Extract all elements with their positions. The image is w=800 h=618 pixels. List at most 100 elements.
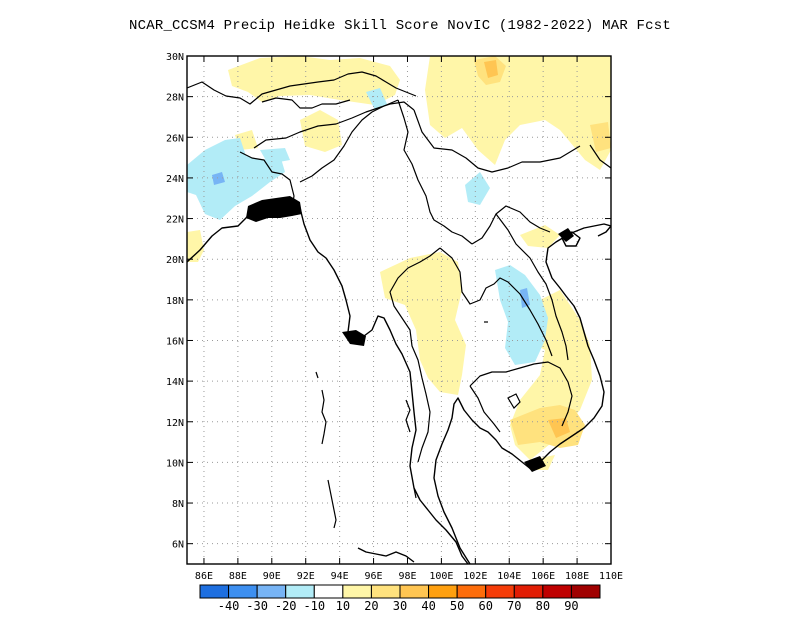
lon-tick-label: 90E [263,571,281,582]
lat-tick-label: 12N [166,418,184,429]
colorbar-label: 10 [336,599,350,613]
colorbar-label: 80 [536,599,550,613]
border-bhutan [261,97,351,109]
lon-tick-label: 96E [365,571,383,582]
colorbar-label: -20 [275,599,297,613]
lon-tick-label: 106E [531,571,555,582]
colorbar-swatch [256,584,287,599]
coastline-india-bangladesh-myanmar [187,199,469,564]
map-title: NCAR_CCSM4 Precip Heidke Skill Score Nov… [129,18,671,34]
shade-laos [495,265,548,365]
border-assam [253,101,415,149]
border-china-laos [471,205,551,245]
border-bangladesh [239,151,295,209]
lon-axis: 86E 88E 90E 92E 94E 96E 98E 100E 102E 104E 106E 108… [195,56,623,582]
coco-islands [315,371,319,379]
colorbar-swatch [428,584,458,599]
borders [187,71,611,463]
colorbar-label: -30 [246,599,268,613]
sundarbans [246,196,302,222]
border-east-edge [589,144,611,169]
border-myanmar-thailand [389,247,441,463]
colorbar-label: 40 [421,599,435,613]
lon-tick-label: 110E [599,571,623,582]
lat-tick-label: 16N [166,336,184,347]
colorbar-swatch [399,584,430,599]
colorbar-swatch [485,584,515,599]
shade-yunnan [465,172,490,205]
lat-tick-label: 18N [166,296,184,307]
border-myanmar-india [299,99,399,183]
nicobar-islands [327,479,337,529]
shade-ne-peak [484,60,498,78]
colorbar-swatch [370,584,401,599]
shade-west-coast [187,230,204,262]
colorbar-label: -10 [303,599,325,613]
coastline-gulf-thailand [433,223,611,564]
mergui-archipelago [405,399,411,433]
islands [315,321,521,529]
colorbar-label: 30 [393,599,407,613]
shade-laos-core [520,288,530,308]
border-himalaya [187,71,417,105]
colorbar-label: -40 [218,599,240,613]
colorbar-label: 20 [364,599,378,613]
colorbar-label: 70 [507,599,521,613]
shade-brahmaputra [300,110,342,152]
shade-bengal-core [212,172,225,185]
lat-tick-label: 14N [166,377,184,388]
shade-cambodia-peak [548,418,570,438]
phuket-island [413,487,417,499]
lat-tick-label: 10N [166,458,184,469]
shade-vietnam-north [520,225,560,248]
colorbar-swatch [228,584,258,599]
colorbar-swatch [456,584,487,599]
border-thailand-laos [439,247,553,357]
lat-tick-label: 24N [166,174,184,185]
colorbar-label: 50 [450,599,464,613]
border-north-ridge [413,109,581,173]
lon-tick-label: 86E [195,571,213,582]
colorbar-swatch [285,584,315,599]
colorbar-swatch [313,584,344,599]
border-cambodia [469,361,573,427]
lat-tick-label: 22N [166,215,184,226]
colorbar-swatch [342,584,372,599]
shade-e-core [590,122,611,152]
lat-axis: 6N 8N 10N 12N 14N 16N 18N 20N 22N 24N 26N 28N 30N [166,52,611,551]
irrawaddy-delta [342,330,366,346]
shade-bengal-2 [260,148,290,164]
lon-tick-label: 102E [463,571,487,582]
shade-bengal [187,138,285,220]
andaman-islands [321,389,327,445]
shade-northeast [425,56,611,170]
lat-tick-label: 8N [172,499,184,510]
lat-tick-label: 20N [166,255,184,266]
colorbar-label: 90 [564,599,578,613]
red-river-delta [558,228,574,242]
colorbar: -40 -30 -20 -10 10 20 30 40 50 60 70 80 90 [199,584,601,613]
skill-shading [187,56,611,470]
lon-tick-label: 104E [497,571,521,582]
lat-tick-label: 26N [166,133,184,144]
coastline-malay [357,547,415,563]
lat-tick-label: 30N [166,52,184,63]
tonle-sap [507,393,521,409]
colorbar-swatch [513,584,544,599]
border-myanmar-china [397,99,473,245]
delta-coast [246,196,574,472]
lon-tick-label: 94E [331,571,349,582]
colorbar-swatch [199,584,230,599]
border-thailand-cambodia [469,385,501,433]
shade-north-band [228,56,400,105]
lon-tick-label: 100E [429,571,453,582]
lon-tick-label: 92E [297,571,315,582]
plot-frame [186,55,612,565]
mekong-delta [524,456,546,472]
lon-tick-label: 98E [398,571,416,582]
lat-tick-label: 28N [166,93,184,104]
colorbar-swatch [542,584,572,599]
shade-thailand-west [380,252,466,395]
colorbar-swatch [570,584,601,599]
